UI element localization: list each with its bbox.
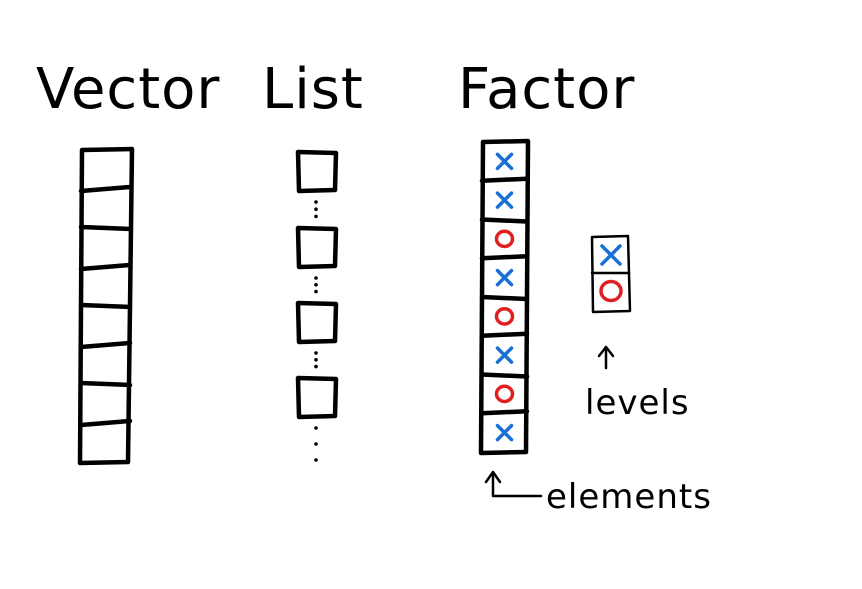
vector-column xyxy=(77,146,135,466)
factor-element-3-o-mark xyxy=(494,229,515,249)
factor-element-1-x-mark xyxy=(495,152,514,171)
list-ellipsis-dot xyxy=(314,358,318,362)
vector-cell-divider xyxy=(78,224,133,232)
vector-cell-divider xyxy=(78,262,133,272)
list-ellipsis-dot xyxy=(314,442,318,446)
list-item-box xyxy=(295,149,339,194)
title-vector: Vector xyxy=(36,57,220,122)
list-ellipsis-dot xyxy=(314,289,318,294)
list-ellipsis-dot xyxy=(314,214,318,219)
level-1-x-mark xyxy=(600,244,622,266)
list-item-box xyxy=(295,375,339,420)
vector-cell-divider xyxy=(78,184,133,194)
factor-cell-divider xyxy=(479,409,530,416)
factor-element-6-x-mark xyxy=(495,346,514,364)
list-ellipsis-dot xyxy=(314,426,318,430)
vector-cell-divider xyxy=(78,380,133,388)
title-factor: Factor xyxy=(458,57,635,122)
factor-cell-divider xyxy=(479,176,530,183)
factor-outline xyxy=(478,138,531,456)
vector-cell-divider xyxy=(78,302,133,310)
levels-arrow-icon xyxy=(597,345,615,370)
factor-levels-box xyxy=(590,234,632,314)
label-elements: elements xyxy=(546,477,712,517)
factor-cell-divider xyxy=(479,331,530,338)
label-levels: levels xyxy=(585,383,690,423)
vector-cell-divider xyxy=(78,418,133,428)
list-ellipsis-dot xyxy=(314,283,318,287)
factor-element-5-o-mark xyxy=(494,307,515,326)
factor-cell-divider xyxy=(479,217,530,224)
list-ellipsis-dot xyxy=(314,364,318,369)
levels-outline xyxy=(590,234,632,314)
list-item-box xyxy=(295,300,339,345)
vector-outline xyxy=(77,146,135,466)
factor-element-7-o-mark xyxy=(494,384,515,404)
elements-arrow-icon xyxy=(484,470,543,498)
list-ellipsis-dot xyxy=(314,458,318,462)
factor-element-8-x-mark xyxy=(495,423,514,442)
list-ellipsis-dot xyxy=(314,276,318,280)
factor-cell-divider xyxy=(479,294,530,302)
factor-elements-column xyxy=(478,138,531,456)
list-column xyxy=(295,149,339,462)
list-ellipsis-dot xyxy=(314,207,318,211)
list-ellipsis-dot xyxy=(314,200,318,204)
factor-element-4-x-mark xyxy=(495,268,514,287)
title-list: List xyxy=(262,57,364,122)
factor-element-2-x-mark xyxy=(495,191,514,209)
list-item-box xyxy=(295,225,339,270)
level-2-o-mark xyxy=(599,279,623,303)
factor-cell-divider xyxy=(479,254,530,261)
list-ellipsis-dot xyxy=(314,351,318,355)
factor-cell-divider xyxy=(479,372,530,379)
vector-cell-divider xyxy=(78,340,133,350)
